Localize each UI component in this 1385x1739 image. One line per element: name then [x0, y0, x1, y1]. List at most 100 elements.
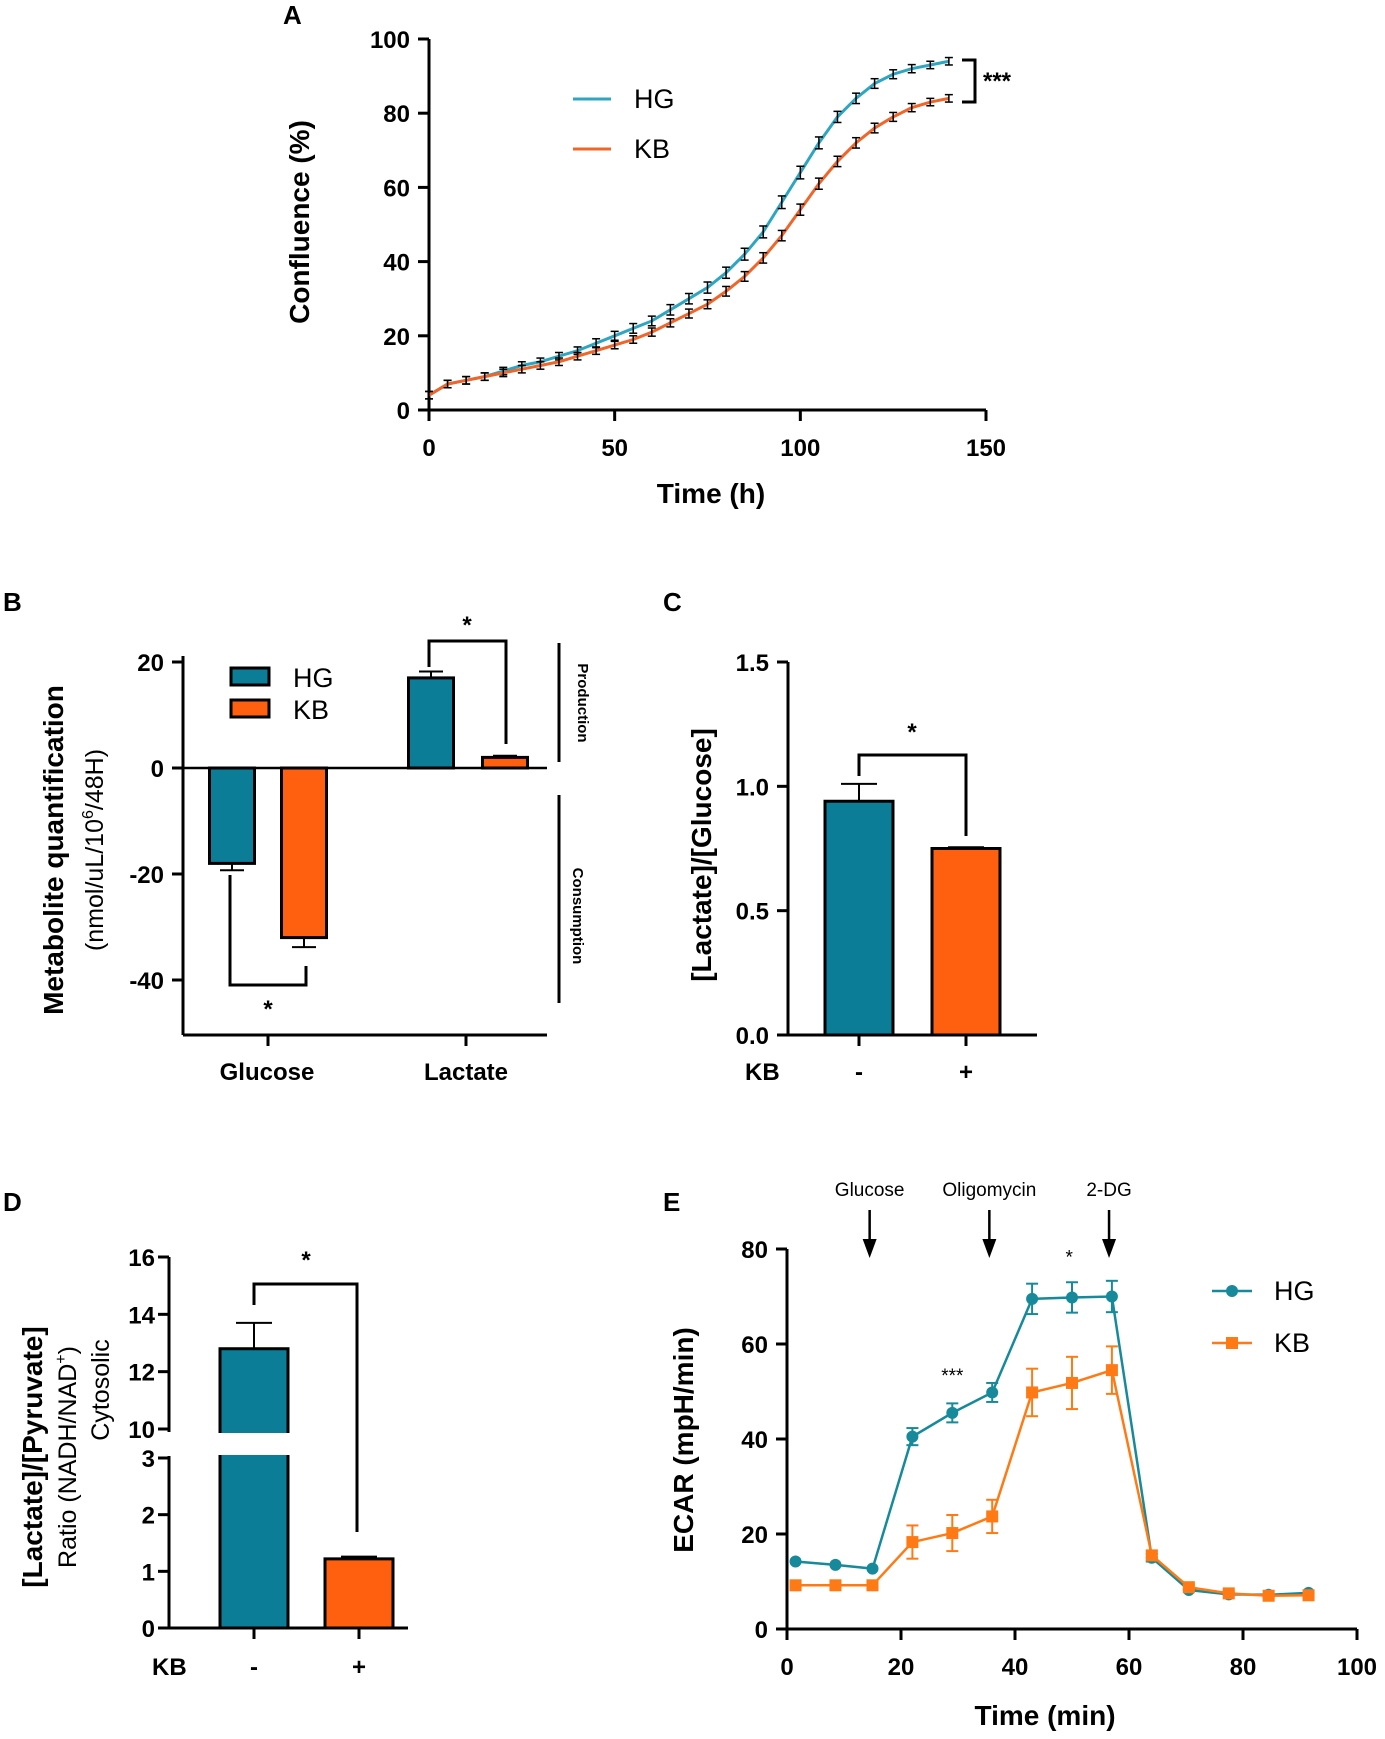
- panel-e-xtick-label: 40: [1002, 1654, 1029, 1681]
- panel-a-ytick-label: 100: [370, 27, 410, 54]
- panel-e-injection-oligomycin-label: Oligomycin: [942, 1180, 1036, 1201]
- panel-b-ylabel: Metabolite quantification: [38, 685, 69, 1015]
- panel-e-kb-point: [946, 1527, 959, 1540]
- panel-c-ytick-label: 1.5: [736, 650, 769, 677]
- panel-c: C 0.0 0.5 1.0 1.5 KB - + [Lactate]/[Glucose…: [663, 587, 1037, 1086]
- panel-d-ytick-label: 12: [128, 1360, 155, 1387]
- panel-d-ytick-label: 0: [142, 1616, 155, 1643]
- panel-d-ytick-label: 2: [142, 1503, 155, 1530]
- panel-d-category-plus: +: [352, 1654, 366, 1681]
- panel-e-ytick-label: 0: [755, 1617, 768, 1644]
- panel-d-ylabel-ratio: Ratio (NADH/NAD+): [53, 1346, 82, 1568]
- panel-c-ytick-label: 1.0: [736, 774, 769, 801]
- panel-c-sig-bracket: [857, 753, 968, 836]
- panel-b-ytick-label: -20: [129, 862, 164, 889]
- panel-e-kb-point: [1066, 1376, 1078, 1389]
- panel-e-kb-point: [1222, 1587, 1235, 1600]
- panel-d-sig-bracket: [252, 1282, 359, 1532]
- panel-e-data: [789, 1279, 1315, 1602]
- panel-c-bar-minus: [823, 799, 895, 1037]
- panel-c-axes: 0.0 0.5 1.0 1.5: [736, 650, 1037, 1050]
- panel-b-ytick-label: -40: [129, 968, 164, 995]
- panel-b-ylabel-units: (nmol/uL/106/48H): [80, 749, 109, 951]
- panel-d-bars: [210, 1321, 395, 1630]
- panel-d-ytick-label: 3: [142, 1446, 155, 1473]
- panel-a-hg-line: [428, 59, 950, 397]
- panel-e-axes: 0 20 40 60 80 0 20 40 60 80 100 Glucose Oligomycin 2-…: [741, 1180, 1377, 1681]
- panel-b: B 20 0 -20 -40 Glucose Lactate Metabolite q…: [3, 587, 591, 1086]
- panel-b-lactate-sig-label: *: [462, 612, 472, 639]
- panel-b-bar-kb-lactate: [481, 755, 529, 770]
- panel-e-kb-line: [795, 1368, 1309, 1598]
- panel-c-bar-plus: [930, 847, 1002, 1037]
- panel-c-bars: [823, 782, 1002, 1037]
- panel-a: A 0 20 40 60 80 100 0 50 100 150 Time (h) Conflue…: [283, 0, 1012, 509]
- panel-a-data: [425, 56, 953, 400]
- panel-c-ytick-label: 0.0: [736, 1023, 769, 1050]
- panel-e-hg-point: [866, 1562, 879, 1575]
- panel-b-axes: 20 0 -20 -40: [129, 650, 547, 1046]
- panel-c-category-minus: -: [855, 1059, 863, 1086]
- panel-b-consumption-label: Consumption: [569, 868, 586, 965]
- panel-a-sig-label: ***: [983, 68, 1012, 95]
- panel-e-hg-point: [1105, 1290, 1118, 1303]
- panel-d-xlabel: KB: [152, 1654, 187, 1681]
- legend-b-kb-swatch: [229, 698, 271, 719]
- panel-b-category-lactate: Lactate: [424, 1059, 508, 1086]
- panel-e-xtick-label: 80: [1230, 1654, 1257, 1681]
- panel-a-sig-bracket: [962, 58, 977, 104]
- panel-e-injection-glucose-label: Glucose: [835, 1180, 905, 1201]
- panel-b-lactate-sig-bracket: [427, 639, 508, 744]
- panel-b-bar-kb-glucose: [280, 766, 328, 940]
- panel-c-category-plus: +: [959, 1059, 973, 1086]
- panel-d-ylabel-cytosolic: Cytosolic: [87, 1339, 115, 1440]
- panel-b-ytick-label: 20: [137, 650, 164, 677]
- panel-b-bar-hg-glucose: [208, 766, 256, 865]
- panel-letter-d: D: [3, 1187, 22, 1217]
- legend-e-kb-marker: [1226, 1337, 1238, 1349]
- panel-e-xtick-label: 100: [1337, 1654, 1377, 1681]
- panel-e-kb-point: [1026, 1386, 1039, 1399]
- panel-d-ytick-label: 14: [128, 1302, 155, 1329]
- panel-a-xlabel: Time (h): [657, 478, 765, 509]
- panel-e-kb-point: [829, 1579, 842, 1592]
- panel-e-hg-point: [1026, 1292, 1039, 1305]
- panel-e-kb-point: [789, 1579, 802, 1592]
- legend-e-hg-label: HG: [1274, 1276, 1315, 1306]
- panel-e-injection-2-dg-arrow-head: [1102, 1239, 1117, 1258]
- panel-e-kb-point: [866, 1579, 879, 1592]
- panel-d-ytick-label: 16: [128, 1245, 155, 1272]
- panel-e-injection-glucose-arrow-head: [862, 1239, 877, 1258]
- panel-e-xtick-label: 20: [888, 1654, 915, 1681]
- panel-e-ylabel: ECAR (mpH/min): [668, 1327, 699, 1553]
- legend-b-hg-label: HG: [293, 663, 334, 693]
- panel-e-hg-point: [789, 1555, 802, 1568]
- legend-e-kb-label: KB: [1274, 1328, 1310, 1358]
- panel-a-ytick-label: 40: [383, 250, 410, 277]
- panel-letter-b: B: [3, 587, 22, 617]
- legend-e-hg-marker: [1226, 1285, 1238, 1297]
- panel-letter-a: A: [283, 0, 302, 30]
- panel-a-ytick-label: 80: [383, 101, 410, 128]
- panel-e-ytick-label: 60: [741, 1332, 768, 1359]
- panel-e-xlabel: Time (min): [974, 1700, 1115, 1731]
- legend-a-kb-label: KB: [634, 134, 670, 164]
- panel-b-category-glucose: Glucose: [220, 1059, 315, 1086]
- panel-e-ytick-label: 40: [741, 1427, 768, 1454]
- panel-letter-e: E: [663, 1187, 680, 1217]
- panel-d-ytick-label: 10: [128, 1417, 155, 1444]
- panel-a-ytick-label: 20: [383, 324, 410, 351]
- legend-b-kb-label: KB: [293, 695, 329, 725]
- panel-e-kb-point: [1302, 1589, 1315, 1602]
- panel-e-hg-point: [829, 1558, 842, 1571]
- panel-e-kb-point: [986, 1510, 999, 1523]
- panel-d-bar-plus: [323, 1557, 395, 1630]
- panel-e: E 0 20 40 60 80 0 20 40 60 80 100 Glucose Oligomycin…: [663, 1180, 1377, 1731]
- panel-b-glucose-sig-label: *: [263, 996, 273, 1023]
- legend-a-hg-label: HG: [634, 84, 675, 114]
- panel-e-kb-point: [906, 1536, 919, 1549]
- panel-e-xtick-label: 0: [780, 1654, 793, 1681]
- panel-d-bar-minus: [218, 1347, 290, 1630]
